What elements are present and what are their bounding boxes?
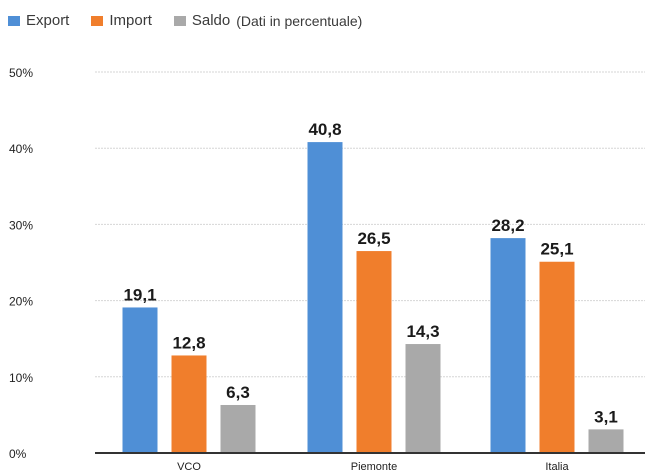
data-label-export-italia: 28,2 [491, 216, 524, 235]
data-label-saldo-vco: 6,3 [226, 383, 250, 402]
data-label-import-italia: 25,1 [540, 240, 573, 259]
y-tick-label: 10% [9, 371, 33, 385]
legend-label-saldo: Saldo [191, 12, 231, 29]
y-tick-label: 50% [9, 66, 33, 80]
legend-swatch-saldo [173, 15, 186, 26]
legend-item-export: Export [8, 12, 69, 29]
y-axis-ticks: 0% 10% 20% 30% 40% 50% [9, 66, 33, 461]
bar-saldo-piemonte [405, 344, 441, 453]
bar-import-italia [539, 261, 575, 453]
bar-import-vco [171, 355, 207, 453]
legend-note: (Dati in percentuale) [236, 12, 363, 29]
legend-label-import: Import [109, 12, 152, 29]
data-label-saldo-italia: 3,1 [594, 407, 618, 426]
bar-export-piemonte [307, 142, 343, 453]
bar-export-italia [490, 238, 526, 453]
legend-item-saldo: Saldo [173, 12, 231, 29]
y-tick-label: 30% [9, 218, 33, 232]
data-labels: 19,1 12,8 6,3 40,8 26,5 14,3 28,2 25,1 3,1 [123, 120, 617, 426]
bar-saldo-italia [588, 429, 624, 453]
data-label-import-vco: 12,8 [172, 333, 205, 352]
data-label-export-piemonte: 40,8 [308, 120, 341, 139]
y-tick-label: 20% [9, 295, 33, 309]
legend-item-import: Import [91, 12, 152, 29]
legend-swatch-export [8, 15, 20, 26]
bar-saldo-vco [220, 404, 256, 453]
legend-swatch-import [91, 15, 104, 26]
data-label-export-vco: 19,1 [123, 285, 156, 304]
category-labels: VCO Piemonte Italia [177, 461, 569, 473]
bar-import-piemonte [356, 251, 392, 453]
legend: Export Import Saldo (Dati in percentuale… [8, 12, 362, 29]
category-label-italia: Italia [545, 461, 569, 473]
category-label-piemonte: Piemonte [351, 461, 397, 473]
legend-label-export: Export [26, 12, 70, 29]
y-tick-label: 40% [9, 142, 33, 156]
category-label-vco: VCO [177, 461, 201, 473]
bar-export-vco [122, 307, 158, 453]
data-label-import-piemonte: 26,5 [357, 229, 390, 248]
y-tick-label: 0% [9, 447, 27, 461]
bars [122, 142, 624, 453]
data-label-saldo-piemonte: 14,3 [406, 322, 439, 341]
